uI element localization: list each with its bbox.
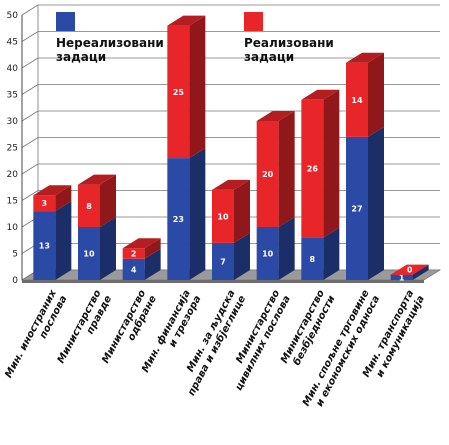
bar-side [189,148,206,280]
bar-segment [167,158,190,280]
bar-segment [301,99,324,238]
y-tick-label: 50 [7,11,19,21]
bar-side [323,89,340,238]
bar-side [412,264,429,280]
bar-side [189,15,206,159]
bar-segment [33,211,56,280]
legend-label: Нереализовани [56,36,164,50]
data-label: 10 [83,250,95,259]
bar-segment [256,121,279,227]
y-tick-label: 40 [7,64,19,74]
data-label: 20 [262,170,274,179]
bar-side [144,238,161,259]
bar-side [278,217,295,280]
bar-segment [301,237,324,280]
y-axis-ticks: 0 5 10 15 20 25 30 35 40 45 50 [7,11,19,286]
bar-top [346,52,384,63]
legend-swatch [244,12,263,31]
data-label: 10 [262,250,274,259]
data-label: 8 [86,202,92,211]
data-label: 2 [131,250,137,259]
bar-segment [212,242,234,280]
y-tick-label: 20 [7,170,19,180]
bars: 13 3 10 8 4 2 23 25 7 10 10 20 8 26 27 14 10 [33,15,429,282]
bar-side [368,126,384,281]
bar-top-cap [390,264,429,275]
data-label: 8 [310,255,316,264]
bar-side [144,248,161,280]
y-tick-label: 35 [7,91,18,101]
data-label: 1 [399,273,405,282]
legend-swatch [56,12,75,31]
bar-side [323,227,340,280]
bar-top [167,15,206,26]
bar-segment [122,258,145,280]
data-label: 10 [217,212,229,221]
bar-side [55,201,72,280]
bar-top [256,111,295,121]
bar-segment [167,25,190,159]
legend-label: Реализовани [244,36,334,50]
grid-line-diag [21,163,39,175]
grid-line-diag [21,4,39,16]
bar-segment [78,227,100,280]
data-label: 13 [39,242,50,251]
grid-line-diag [21,110,39,122]
bar-segment [78,184,100,227]
grid-line-diag [21,57,39,69]
bar-side [278,111,295,227]
data-label: 27 [351,204,362,213]
data-label: 23 [173,215,184,224]
bar-side [234,179,250,243]
bar-side [100,217,116,280]
data-label: 14 [351,96,363,105]
bar-top [122,238,161,249]
y-tick-label: 30 [7,117,19,127]
y-tick-label: 45 [7,38,18,48]
bar-side [100,174,116,227]
bar-top [33,185,72,196]
data-label: 4 [131,265,137,274]
grid-line-diag [21,31,39,42]
data-label: 7 [220,257,226,266]
bar-side [368,52,384,137]
legend-label: задаци [56,50,106,64]
bar-segment [256,227,279,280]
bar-top [78,174,116,185]
data-label: 0 [407,266,413,275]
bar-segment [346,62,368,137]
bar-top [212,179,250,190]
y-tick-label: 0 [12,276,18,286]
category-labels: Мин. иностранихпословаМинистарствоправде… [3,288,427,409]
floor-front [22,280,424,283]
grid-line-diag [21,190,39,201]
bar-top [301,89,340,100]
bar-segment [390,274,413,280]
legend-label: задаци [244,50,294,64]
y-tick-label: 15 [7,197,18,207]
bar-segment [33,195,56,212]
bar-segment [212,189,234,243]
grid-line-diag [21,137,39,148]
y-tick-label: 25 [7,144,18,154]
bar-segment [122,248,145,259]
data-label: 26 [307,165,319,174]
grid-line-diag [21,84,39,95]
y-tick-label: 5 [12,250,18,260]
data-label: 25 [173,88,185,97]
data-label: 3 [42,199,48,208]
y-tick-label: 10 [7,223,19,233]
bar-side [234,232,250,280]
bar-side [55,185,72,212]
bar-segment [346,136,368,280]
